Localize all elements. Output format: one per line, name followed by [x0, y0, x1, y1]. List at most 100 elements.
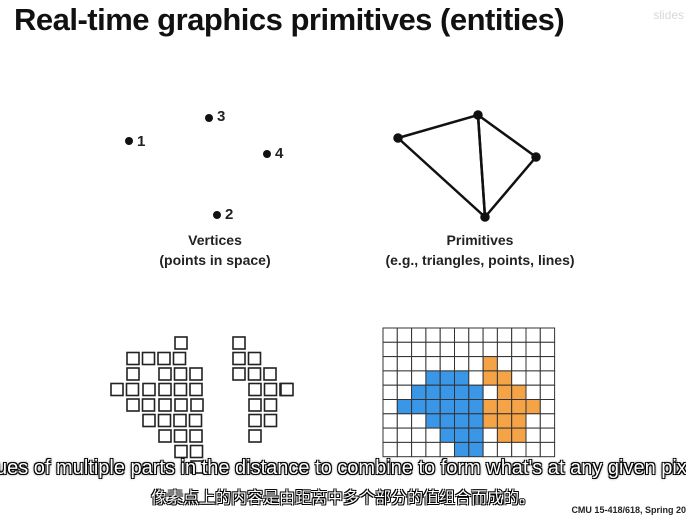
pixel-cell: [425, 427, 441, 443]
primitives-caption-title: Primitives: [446, 232, 514, 248]
fragment-square: [189, 429, 203, 443]
slide-title: Real-time graphics primitives (entities): [14, 2, 565, 37]
pixel-cell: [496, 384, 513, 401]
fragment-square: [263, 382, 278, 397]
pixel-cell: [425, 327, 441, 343]
fragment-square: [247, 367, 262, 381]
subtitle-english: ues of multiple parts in the distance to…: [0, 457, 686, 479]
pixel-cell: [525, 341, 541, 358]
pixel-cell: [482, 370, 498, 386]
fragment-square: [263, 367, 277, 381]
pixel-cell: [496, 427, 513, 443]
pixel-cell: [525, 356, 541, 372]
vertices-group: 1 2 3 4: [125, 108, 284, 223]
pixel-cell: [411, 413, 427, 429]
pixel-cell: [468, 341, 484, 358]
pixel-cell: [525, 427, 541, 443]
primitive-vertex: [531, 152, 541, 162]
pixel-cell: [439, 327, 456, 343]
pixel-cell: [382, 370, 398, 386]
pixel-cell: [539, 370, 556, 386]
pixel-cell: [396, 370, 413, 386]
pixel-cell: [454, 341, 470, 358]
pixel-cell: [382, 399, 398, 415]
fragment-square: [172, 351, 187, 366]
pixel-cell: [439, 370, 456, 386]
pixel-cell: [482, 427, 498, 443]
pixel-cell: [525, 384, 541, 401]
fragment-square: [173, 413, 187, 428]
course-footer: CMU 15-418/618, Spring 20: [571, 505, 686, 515]
pixel-cell: [482, 413, 498, 429]
fragment-square: [188, 413, 203, 428]
fragment-square: [142, 382, 156, 397]
pixel-cell: [382, 441, 398, 458]
pixel-cell: [539, 399, 556, 415]
pixel-cell: [439, 384, 456, 401]
fragment-square: [158, 367, 172, 381]
pixel-cell: [496, 413, 513, 429]
pixel-cell: [425, 341, 441, 358]
pixel-cell: [411, 356, 427, 372]
pixel-cell: [425, 356, 441, 372]
pixel-cell: [382, 384, 398, 401]
fragment-square: [126, 351, 140, 366]
pixel-cell: [382, 356, 398, 372]
fragment-square: [110, 382, 124, 397]
pixel-cell: [411, 370, 427, 386]
vertex-label-4: 4: [275, 145, 284, 162]
pixel-cell: [468, 399, 484, 415]
pixel-cell: [525, 399, 541, 415]
pixel-cell: [525, 441, 541, 458]
pixel-cell: [468, 356, 484, 372]
fragment-square: [248, 398, 262, 412]
pixel-cell: [454, 399, 470, 415]
pixel-cell: [482, 384, 498, 401]
pixel-cell: [411, 384, 427, 401]
pixel-cell: [382, 327, 398, 343]
fragment-square: [141, 398, 156, 412]
primitives-triangles: [393, 110, 541, 222]
fragment-square: [126, 398, 140, 412]
pixel-cell: [454, 356, 470, 372]
triangle-left: [395, 113, 487, 221]
fragment-square: [142, 413, 156, 428]
vertex-point-2: [213, 211, 221, 219]
fragment-square: [158, 382, 172, 397]
triangle-right: [476, 112, 538, 221]
pixel-cell: [496, 370, 513, 386]
pixel-cell: [425, 370, 441, 386]
pixel-cell: [525, 413, 541, 429]
pixel-cell: [539, 413, 556, 429]
fragment-square: [232, 367, 246, 381]
pixel-cell: [511, 413, 527, 429]
fragments-left: [110, 336, 204, 474]
pixel-cell: [454, 441, 470, 458]
pixel-cell: [382, 427, 398, 443]
pixel-cell: [525, 370, 541, 386]
pixel-cell: [539, 341, 556, 358]
vertex-label-1: 1: [137, 133, 145, 150]
pixel-cell: [425, 399, 441, 415]
pixel-cell: [511, 399, 527, 415]
pixel-cell: [539, 427, 556, 443]
pixel-cell: [454, 370, 470, 386]
pixel-cell: [496, 341, 513, 358]
primitive-vertex: [473, 110, 483, 120]
fragment-square: [190, 398, 204, 412]
watermark: slides: [653, 8, 684, 22]
pixel-cell: [439, 356, 456, 372]
pixel-cell: [482, 356, 498, 372]
primitives-caption: Primitives (e.g., triangles, points, lin…: [370, 230, 590, 270]
fragment-square: [232, 336, 246, 350]
pixel-cell: [482, 399, 498, 415]
pixel-cell: [511, 356, 527, 372]
pixel-cell: [496, 356, 513, 372]
pixel-cell: [468, 441, 484, 458]
pixel-cell: [539, 384, 556, 401]
pixel-cell: [439, 441, 456, 458]
pixel-cell: [539, 327, 556, 343]
pixel-cell: [482, 341, 498, 358]
pixel-cell: [411, 441, 427, 458]
